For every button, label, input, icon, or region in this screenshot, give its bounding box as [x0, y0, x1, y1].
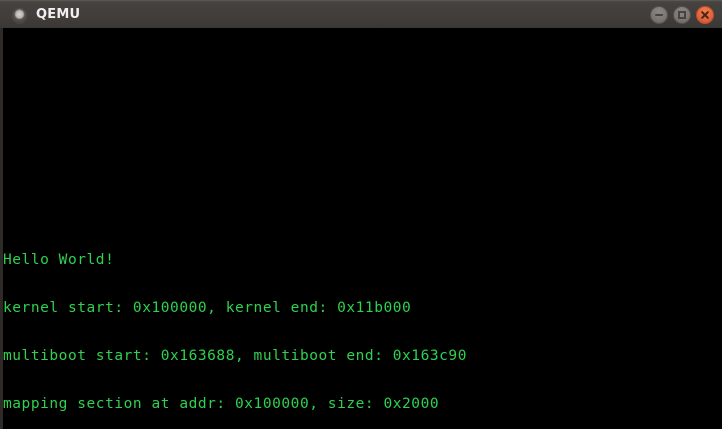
console-line: multiboot start: 0x163688, multiboot end… [3, 348, 467, 364]
qemu-app-icon [12, 8, 27, 23]
maximize-button[interactable] [673, 6, 691, 24]
minimize-button[interactable] [650, 6, 668, 24]
window-titlebar[interactable]: QEMU [0, 0, 722, 28]
minimize-icon [655, 14, 663, 16]
console-line: Hello World! [3, 252, 115, 268]
console-line: kernel start: 0x100000, kernel end: 0x11… [3, 300, 412, 316]
maximize-icon [678, 11, 686, 19]
console-line: mapping section at addr: 0x100000, size:… [3, 396, 440, 412]
console-output: Hello World! kernel start: 0x100000, ker… [3, 220, 722, 429]
vm-display[interactable]: Hello World! kernel start: 0x100000, ker… [0, 28, 722, 429]
window-title: QEMU [36, 7, 81, 22]
window-controls [650, 6, 714, 24]
close-button[interactable] [696, 6, 714, 24]
